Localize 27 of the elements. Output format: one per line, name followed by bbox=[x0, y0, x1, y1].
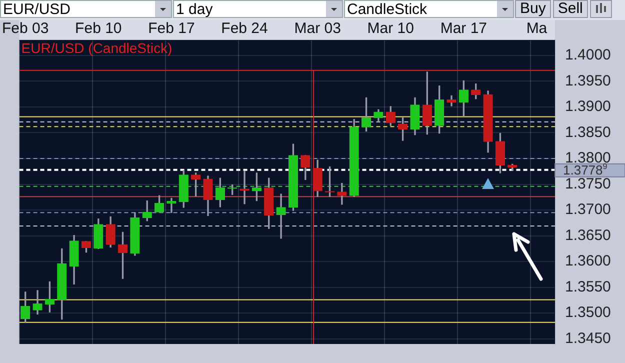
y-tick-label: 1.3950 bbox=[565, 72, 611, 90]
text: Sell bbox=[552, 0, 588, 18]
y-tick-label: 1.3600 bbox=[565, 252, 611, 270]
x-tick-label: Feb 10 bbox=[75, 20, 122, 38]
text: 1 day bbox=[173, 0, 343, 18]
x-tick-label: Feb 17 bbox=[148, 20, 195, 38]
y-tick-label: 1.3750 bbox=[565, 175, 611, 192]
x-tick-label: Feb 24 bbox=[221, 20, 268, 38]
y-tick-label: 1.3700 bbox=[565, 201, 611, 218]
x-tick-label: Mar 10 bbox=[367, 20, 414, 38]
x-tick-label: Ma bbox=[526, 20, 548, 38]
chart-title: EUR/USD (CandleStick) bbox=[21, 40, 172, 56]
text: CandleStick bbox=[344, 0, 514, 18]
y-tick-label: 1.3650 bbox=[565, 226, 611, 244]
y-tick-label: 1.4000 bbox=[565, 46, 611, 64]
candlestick bbox=[276, 194, 286, 239]
y-tick-label: 1.3450 bbox=[565, 330, 611, 347]
candlestick bbox=[337, 182, 347, 205]
y-tick-label: 1.3850 bbox=[565, 124, 611, 141]
y-tick-label: 1.3900 bbox=[565, 98, 611, 116]
text: Buy bbox=[515, 0, 551, 18]
y-tick-label: 1.3500 bbox=[565, 304, 611, 322]
text: EUR/USD bbox=[0, 0, 172, 18]
x-tick-label: Feb 03 bbox=[2, 20, 49, 38]
x-tick-label: Mar 17 bbox=[440, 20, 488, 38]
y-tick-label: 1.3550 bbox=[565, 278, 611, 296]
x-tick-label: Mar 03 bbox=[294, 20, 341, 38]
